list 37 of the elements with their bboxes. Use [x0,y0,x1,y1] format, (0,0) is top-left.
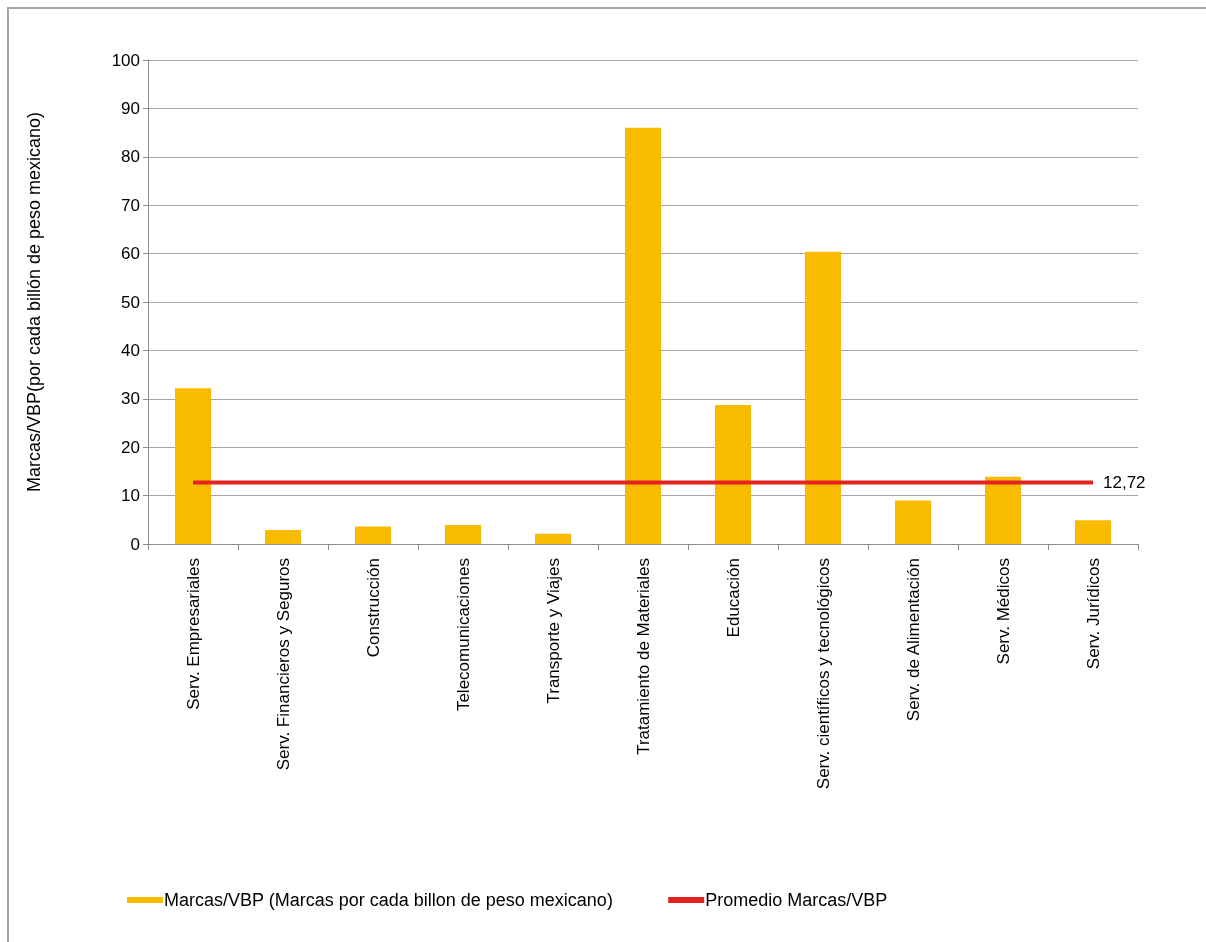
x-tick-label: Serv. Empresariales [183,558,203,710]
bar [805,251,841,544]
y-tick-label: 80 [121,147,140,167]
bar [445,525,481,544]
bar [355,526,391,544]
y-tick-label: 50 [121,292,140,312]
x-tick-label: Transporte y Viajes [543,558,563,704]
x-tick-label: Tratamiento de Materiales [633,558,653,755]
x-tick-label: Serv. Financieros y Seguros [273,558,293,771]
bar [175,388,211,544]
x-tick-label: Construcción [363,558,383,658]
x-tick-label: Serv. de Alimentación [903,558,923,722]
y-tick-label: 0 [130,534,140,554]
legend-label: Marcas/VBP (Marcas por cada billon de peso mexicano) [164,890,613,910]
bar [1075,520,1111,544]
y-tick-label: 60 [121,244,140,264]
y-tick-label: 40 [121,340,140,360]
bar [715,405,751,544]
x-tick-label: Educación [723,558,743,638]
x-tick-label: Serv. Médicos [993,558,1013,665]
bar [535,533,571,544]
bar [895,500,931,544]
y-tick-label: 70 [121,195,140,215]
x-tick-label: Serv. Jurídicos [1083,558,1103,670]
y-tick-label: 90 [121,98,140,118]
legend-label: Promedio Marcas/VBP [705,890,888,910]
x-tick-label: Serv. científicos y tecnológicos [813,558,833,790]
y-tick-label: 30 [121,389,140,409]
y-tick-label: 20 [121,437,140,457]
bar [625,127,661,544]
x-tick-label: Telecomunicaciones [453,558,473,712]
y-tick-label: 100 [111,50,140,70]
bar [985,476,1021,544]
y-axis-title: Marcas/VBP(por cada billón de peso mexicano) [24,111,44,493]
bar [265,529,301,544]
data-label: 12,72 [1103,472,1146,492]
y-tick-label: 10 [121,486,140,506]
